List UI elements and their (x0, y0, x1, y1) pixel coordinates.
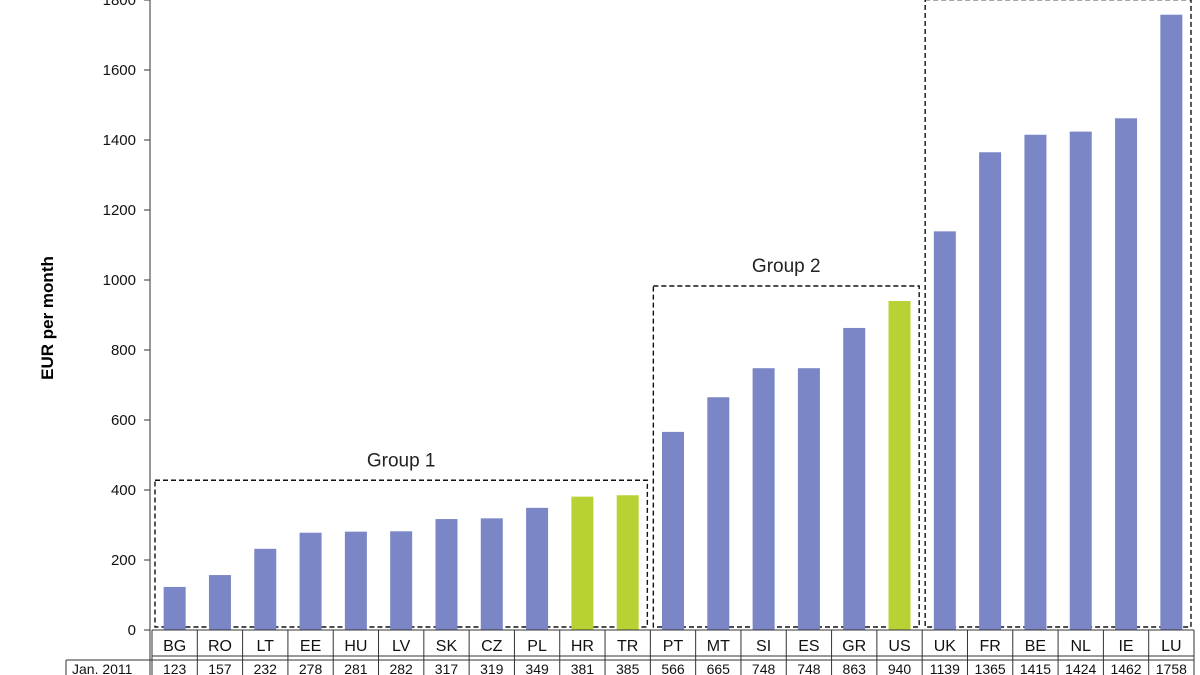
bar-gr (843, 327, 866, 630)
category-label: BG (163, 638, 186, 655)
group-box (924, 0, 1192, 628)
bar-bg (163, 586, 186, 630)
category-label: ES (798, 638, 819, 655)
category-label: LV (392, 638, 411, 655)
bar-ie (1115, 118, 1138, 631)
value-label: 665 (707, 661, 731, 675)
value-label: 349 (525, 661, 549, 675)
category-label: SI (756, 638, 771, 655)
y-tick-label: 1400 (103, 132, 136, 149)
bar-ro (208, 575, 231, 630)
bar-mt (707, 397, 730, 630)
value-label: 157 (208, 661, 232, 675)
bar-pt (662, 431, 684, 630)
value-label: 281 (344, 661, 368, 675)
y-tick-label: 600 (111, 412, 136, 429)
value-label: 232 (254, 661, 278, 675)
value-label: 863 (843, 661, 867, 675)
group-label: Group 1 (367, 450, 436, 471)
value-label: 1139 (930, 661, 960, 675)
value-label: 1462 (1110, 661, 1141, 675)
category-label: HU (344, 638, 367, 655)
group-label: Group 2 (752, 256, 821, 277)
value-label: 385 (616, 661, 640, 675)
y-axis-ticks: 0 200 400 600 800 1000 1200 1400 1600 1800 (103, 0, 151, 675)
category-label: TR (617, 638, 638, 655)
y-tick-label: 200 (111, 552, 136, 569)
bar-hr (571, 496, 594, 630)
category-label: NL (1071, 638, 1092, 655)
bar-sk (435, 519, 458, 630)
category-label: IE (1118, 638, 1133, 655)
bar-nl (1069, 131, 1092, 630)
y-tick-label: 1000 (103, 272, 136, 289)
bar-si (752, 368, 775, 630)
y-tick-label: 400 (111, 482, 136, 499)
category-label: US (888, 638, 910, 655)
value-label: 282 (389, 661, 413, 675)
group-boxes: Group 1 Group 2 (154, 0, 1192, 628)
bar-lt (254, 548, 277, 630)
value-label: 381 (571, 661, 595, 675)
bar-cz (480, 518, 503, 630)
category-label: BE (1025, 638, 1046, 655)
category-label: GR (842, 638, 866, 655)
y-tick-label: 1600 (103, 62, 136, 79)
bar-ee (299, 532, 322, 630)
bar-hu (344, 531, 367, 630)
bar-lu (1160, 14, 1183, 630)
category-label: FR (979, 638, 1000, 655)
group-box (652, 285, 920, 628)
category-label: LU (1161, 638, 1181, 655)
y-tick-label: 1200 (103, 202, 136, 219)
bars (152, 14, 1194, 631)
y-tick-label: 1800 (103, 0, 136, 9)
value-label: 319 (480, 661, 504, 675)
value-label: 123 (163, 661, 187, 675)
value-label: 317 (435, 661, 459, 675)
bar-be (1024, 134, 1047, 630)
group-box (154, 479, 649, 628)
y-axis-label: EUR per month (38, 256, 57, 380)
value-label: 278 (299, 661, 323, 675)
value-label: 940 (888, 661, 912, 675)
bar-uk (933, 231, 956, 630)
category-label: LT (257, 638, 275, 655)
bar-lv (390, 531, 413, 630)
value-label: 1424 (1065, 661, 1096, 675)
value-label: 1365 (975, 661, 1006, 675)
category-label: EE (300, 638, 321, 655)
category-label: PT (663, 638, 684, 655)
bar-pl (526, 507, 549, 630)
category-label: CZ (481, 638, 503, 655)
value-label: 748 (797, 661, 821, 675)
category-label: MT (707, 638, 730, 655)
y-tick-label: 0 (128, 622, 136, 639)
bar-us (888, 301, 911, 630)
value-label: 566 (661, 661, 685, 675)
category-label: HR (571, 638, 594, 655)
bar-es (797, 368, 820, 630)
value-label: 1758 (1156, 661, 1187, 675)
value-label: 1415 (1020, 661, 1051, 675)
category-label: PL (527, 638, 547, 655)
y-tick-label: 800 (111, 342, 136, 359)
bar-fr (979, 152, 1002, 630)
bar-tr (616, 495, 639, 630)
category-label: SK (436, 638, 458, 655)
category-label: UK (934, 638, 957, 655)
value-label: 748 (752, 661, 776, 675)
category-label: RO (208, 638, 232, 655)
table-row-label: Jan. 2011 (72, 661, 133, 675)
value-table: Jan. 2011 BG 123 RO 157 LT 232 EE 278 HU 281 LV 282… (65, 630, 1195, 675)
